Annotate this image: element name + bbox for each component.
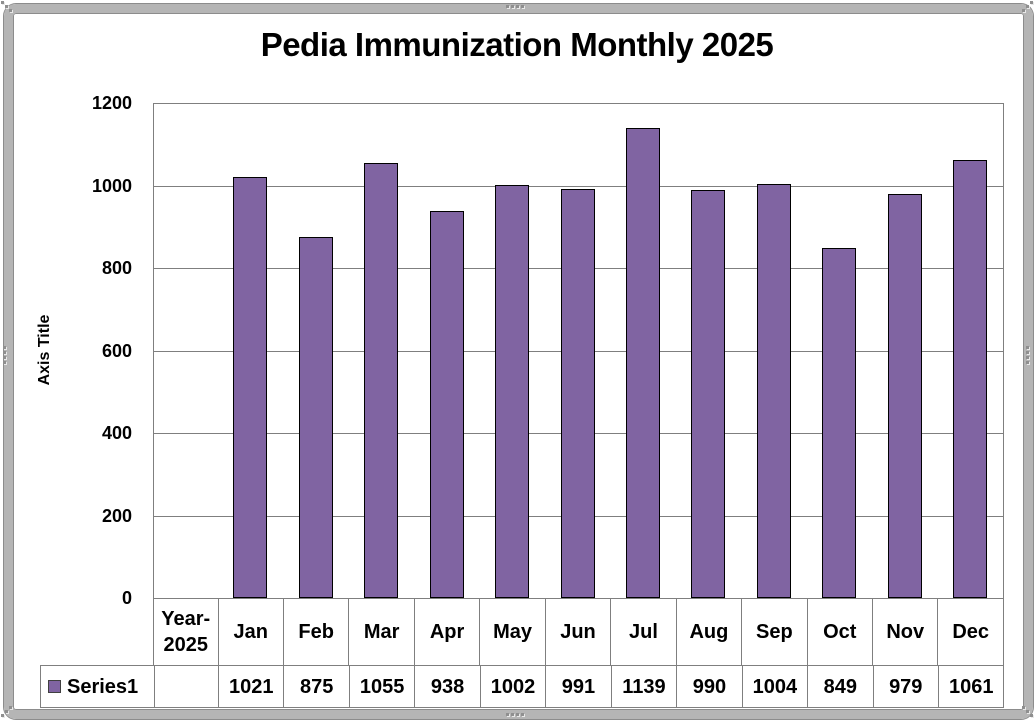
resize-handle-left[interactable] [3,346,6,364]
ytick-label-200: 200 [101,505,132,526]
category-cell-sep: Sep [742,599,808,665]
resize-handle-top[interactable] [506,5,524,8]
value-cell-sep: 1004 [743,666,809,707]
value-cell-nov: 979 [874,666,939,707]
bar-aug[interactable] [691,190,725,598]
ytick-label-0: 0 [121,588,132,608]
category-cell-feb: Feb [284,599,350,665]
category-cell-apr: Apr [415,599,481,665]
category-cell-jun: Jun [546,599,612,665]
category-cell-oct: Oct [808,599,874,665]
bar-jul[interactable] [626,128,660,598]
category-cell-jan: Jan [219,599,284,665]
ytick-label-1200: 1200 [91,93,132,113]
resize-handle-bottom[interactable] [506,713,524,716]
bar-apr[interactable] [430,211,464,598]
category-cell-nov: Nov [873,599,939,665]
chart-title[interactable]: Pedia Immunization Monthly 2025 [260,26,774,63]
category-cell-group: Year- 2025 [154,599,219,665]
value-cell-may: 1002 [481,666,547,707]
value-cell-dec: 1061 [939,666,1005,707]
resize-handle-right[interactable] [1026,346,1029,364]
value-cell-feb: 875 [284,666,350,707]
value-row: Series1 1021 875 1055 938 1002 991 1139 990 1004 8… [40,665,1005,708]
ytick-label-400: 400 [101,423,132,443]
ytick-label-600: 600 [101,340,132,361]
series1-legend-swatch-icon [48,680,61,693]
value-cell-mar: 1055 [350,666,416,707]
value-cell-jan: 1021 [219,666,285,707]
value-cell-jul: 1139 [612,666,678,707]
category-cell-jul: Jul [611,599,677,665]
category-cell-aug: Aug [677,599,743,665]
value-cell-oct: 849 [808,666,874,707]
value-cell-aug: 990 [677,666,743,707]
category-cell-dec: Dec [938,599,1004,665]
bar-may[interactable] [495,185,529,598]
ytick-label-800: 800 [101,258,132,278]
bar-jun[interactable] [561,189,595,598]
gridline-1000 [154,185,1003,187]
bar-oct[interactable] [822,248,856,598]
y-axis-title[interactable]: Axis Title [36,314,53,386]
value-cell-group-empty [155,666,219,707]
ytick-label-1000: 1000 [91,175,132,196]
category-row: Year- 2025 Jan Feb Mar Apr May Jun Jul Aug Sep Oct N… [153,598,1004,665]
bar-feb[interactable] [299,237,333,598]
bar-jan[interactable] [233,177,267,598]
bar-dec[interactable] [953,160,987,598]
value-cell-jun: 991 [546,666,612,707]
bar-nov[interactable] [888,194,922,598]
category-cell-may: May [480,599,546,665]
bar-mar[interactable] [364,163,398,598]
bar-sep[interactable] [757,184,791,598]
series-name: Series1 [67,675,139,698]
legend-cell[interactable]: Series1 [41,666,155,707]
value-cell-apr: 938 [415,666,481,707]
category-cell-mar: Mar [349,599,415,665]
